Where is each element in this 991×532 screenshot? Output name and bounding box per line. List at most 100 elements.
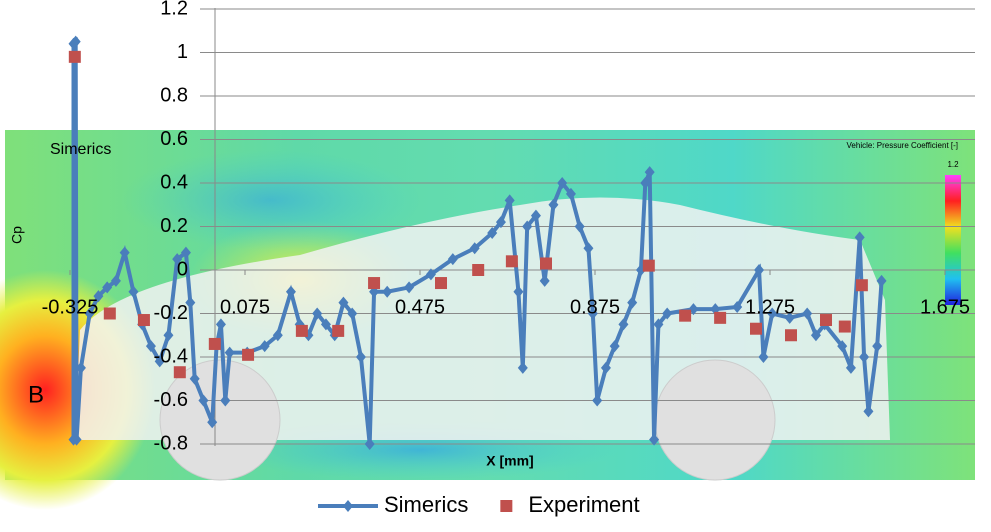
data-point <box>173 366 186 379</box>
data-point <box>802 307 813 320</box>
data-point <box>587 307 598 320</box>
data-point <box>404 281 415 294</box>
data-point <box>75 361 86 374</box>
data-point <box>382 285 393 298</box>
data-point <box>207 416 218 429</box>
data-point <box>103 307 116 320</box>
data-point <box>784 311 795 324</box>
data-point <box>355 351 366 363</box>
data-point <box>224 346 235 359</box>
data-point <box>548 198 559 211</box>
data-point <box>679 309 692 322</box>
y-tick-label: 1 <box>177 41 188 63</box>
data-point <box>504 194 515 207</box>
data-point <box>295 324 308 337</box>
data-point <box>785 329 797 342</box>
data-point <box>259 340 270 353</box>
y-tick-label: 0 <box>177 258 188 280</box>
data-point <box>644 166 655 179</box>
data-point <box>495 216 506 229</box>
data-point <box>71 433 82 446</box>
data-point <box>810 329 821 342</box>
data-point <box>338 296 349 309</box>
data-point <box>163 329 174 342</box>
data-point <box>517 361 528 374</box>
data-point <box>505 255 518 268</box>
data-point <box>447 253 458 266</box>
data-point <box>220 394 231 407</box>
data-point <box>649 433 660 446</box>
legend-label: Simerics <box>384 492 468 517</box>
data-point <box>642 259 655 272</box>
data-point <box>732 300 743 313</box>
background-field <box>0 130 975 510</box>
data-point <box>513 285 524 298</box>
data-point <box>469 242 480 255</box>
y-tick-label: 0.8 <box>160 84 188 106</box>
data-point <box>137 314 150 327</box>
y-tick-label: 1.2 <box>160 0 188 19</box>
data-point <box>758 351 769 363</box>
data-point <box>540 257 552 270</box>
annotation: 1.2 <box>947 160 959 169</box>
data-point <box>154 355 165 368</box>
data-point <box>750 322 762 335</box>
data-point <box>312 307 323 320</box>
data-point <box>872 340 883 353</box>
data-point <box>215 318 226 331</box>
x-axis-label: X [mm] <box>486 453 533 469</box>
data-point <box>119 246 130 259</box>
data-point <box>145 340 156 353</box>
y-tick-label: -0.6 <box>154 389 188 411</box>
legend-label: Experiment <box>528 492 639 517</box>
y-axis-label: Cp <box>9 226 25 244</box>
data-point <box>208 337 221 350</box>
data-point <box>272 329 283 342</box>
data-point <box>68 50 81 63</box>
data-point <box>714 311 727 324</box>
data-point <box>70 35 81 48</box>
data-point <box>557 177 568 189</box>
y-tick-label: -0.2 <box>154 302 188 324</box>
y-tick-label: 0.6 <box>160 128 188 150</box>
data-point <box>332 324 345 337</box>
data-point <box>592 394 603 407</box>
data-point <box>128 285 139 298</box>
y-tick-label: 0.4 <box>160 171 188 193</box>
data-point <box>242 348 255 361</box>
data-point <box>640 177 651 189</box>
data-point <box>863 405 874 418</box>
data-point <box>189 372 200 385</box>
data-point <box>618 318 629 331</box>
x-tick-label: -0.325 <box>42 296 99 318</box>
data-point <box>565 187 576 200</box>
data-point <box>368 277 381 290</box>
data-point <box>364 438 375 450</box>
data-point <box>110 274 121 287</box>
data-point <box>84 307 95 320</box>
x-tick-label: 1.675 <box>920 296 970 318</box>
x-tick-label: 0.475 <box>395 296 445 318</box>
data-point <box>320 318 331 331</box>
data-point <box>820 314 832 327</box>
data-point <box>767 307 778 320</box>
data-point <box>285 285 296 298</box>
data-point <box>487 227 498 240</box>
data-point <box>627 296 638 309</box>
data-point <box>838 320 851 333</box>
legend-marker <box>500 500 513 512</box>
data-point <box>653 318 664 331</box>
y-tick-label: -0.8 <box>154 432 188 454</box>
data-point <box>754 264 765 276</box>
data-point <box>425 268 436 281</box>
annotation: Simerics <box>50 141 111 158</box>
data-point <box>530 209 541 222</box>
data-point <box>539 274 550 287</box>
data-point <box>185 296 196 309</box>
data-point <box>172 253 183 266</box>
data-point <box>859 351 870 363</box>
data-point <box>854 231 865 244</box>
data-point <box>180 246 191 259</box>
y-tick-label: 0.2 <box>160 215 188 237</box>
